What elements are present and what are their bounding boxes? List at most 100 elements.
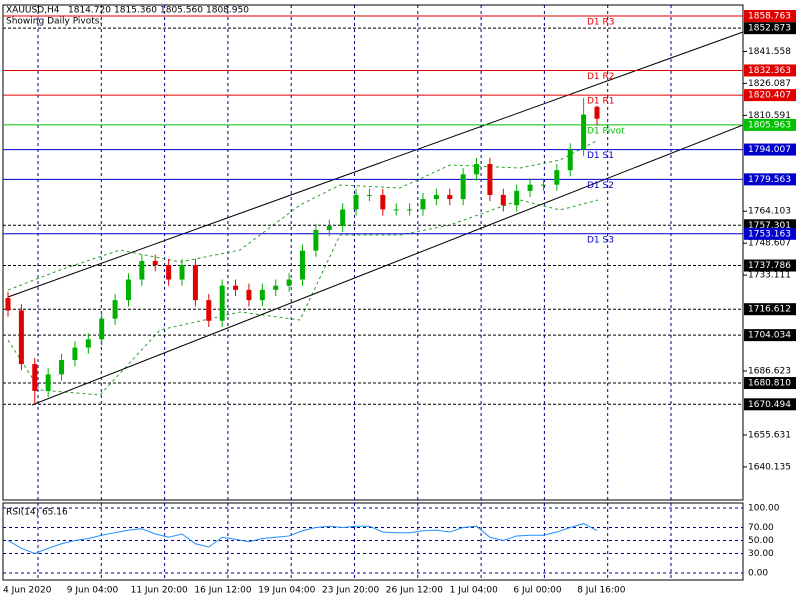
candle-body: [166, 265, 172, 280]
channel-lower: [31, 124, 744, 406]
y-tick-label: 1826.087: [748, 79, 791, 89]
level-box: [744, 377, 796, 390]
rsi-tick-label: 0.00: [748, 568, 768, 578]
rsi-tick-label: 50.00: [748, 536, 774, 546]
pivot-name: D1 Pivot: [587, 126, 625, 136]
candle-body: [447, 194, 453, 200]
pivot-name: D1 S3: [587, 235, 614, 245]
candle-body: [286, 279, 292, 286]
candle-body: [407, 209, 413, 211]
pivot-label: 1794.007: [748, 145, 791, 155]
envelope-lower: [7, 199, 599, 396]
candle-body: [139, 260, 145, 280]
x-tick-label: 9 Jun 04:00: [67, 586, 119, 596]
pivot-label: 1779.563: [748, 175, 791, 185]
x-tick-label: 16 Jun 12:00: [194, 586, 251, 596]
main-pane: [2, 4, 744, 501]
candle-body: [554, 170, 560, 185]
header-value: 1805.560: [160, 6, 203, 16]
y-tick-label: 1655.631: [748, 430, 791, 440]
rsi-label: RSI(14) 65.16: [6, 508, 68, 518]
candle-body: [219, 285, 225, 321]
level-label: 1757.301: [748, 221, 791, 231]
y-tick-label: 1764.103: [748, 207, 791, 217]
candle-body: [32, 364, 38, 391]
rsi-tick-label: 30.00: [748, 549, 774, 559]
y-tick-label: 1748.607: [748, 239, 791, 249]
candle-body: [366, 194, 372, 196]
candle-body: [259, 289, 265, 301]
candle-body: [18, 310, 24, 365]
pivot-name: D1 R2: [587, 72, 615, 82]
candle-body: [393, 209, 399, 211]
x-tick-label: 1 Jul 04:00: [450, 586, 499, 596]
chart-title: XAUUSD,H4: [6, 6, 60, 16]
header-value: 1814.720: [68, 6, 111, 16]
candle-body: [59, 359, 65, 375]
candle-body: [45, 374, 51, 391]
candle-body: [567, 149, 573, 171]
header-value: 1808.950: [206, 6, 249, 16]
pivot-box: [744, 89, 796, 102]
level-box: [744, 398, 796, 411]
header-value: 1815.360: [114, 6, 157, 16]
x-tick-label: 23 Jun 20:00: [322, 586, 379, 596]
level-box: [744, 259, 796, 272]
pivot-box: [744, 227, 796, 240]
candle-body: [152, 260, 158, 266]
x-tick-label: 4 Jun 2020: [3, 586, 52, 596]
candle-body: [514, 190, 520, 206]
rsi-pane: [2, 502, 744, 581]
pivot-label: 1820.407: [748, 91, 791, 101]
candle-body: [5, 298, 11, 311]
candle-body: [326, 225, 332, 231]
candle-body: [112, 300, 118, 319]
level-box: [744, 329, 796, 342]
candle-body: [487, 164, 493, 195]
candle-body: [233, 285, 239, 290]
candle-body: [353, 194, 359, 210]
level-label: 1680.810: [748, 379, 791, 389]
y-tick-label: 1640.135: [748, 462, 791, 472]
level-label: 1737.786: [748, 261, 791, 271]
candle-body: [460, 174, 466, 200]
candle-body: [192, 265, 198, 301]
pivot-box: [744, 173, 796, 186]
subtitle: Showing Daily Pivots.: [6, 17, 102, 27]
level-label: 1704.034: [748, 331, 791, 341]
y-tick-label: 1686.623: [748, 367, 791, 377]
x-tick-label: 6 Jul 00:00: [513, 586, 562, 596]
pivot-name: D1 R3: [587, 18, 615, 28]
candle-body: [125, 279, 131, 301]
level-box: [744, 22, 796, 35]
pivot-label: 1805.963: [748, 120, 791, 130]
pivot-box: [744, 10, 796, 23]
level-label: 1852.873: [748, 24, 791, 34]
candle-body: [206, 300, 212, 321]
pivot-name: D1 R1: [587, 97, 615, 107]
candle-body: [540, 184, 546, 186]
pivot-label: 1832.363: [748, 66, 791, 76]
candle-body: [420, 199, 426, 210]
candle-body: [500, 194, 506, 206]
rsi-tick-label: 100.00: [748, 504, 780, 514]
channel-upper: [7, 31, 744, 298]
rsi-tick-label: 70.00: [748, 523, 774, 533]
pivot-name: D1 S2: [587, 181, 614, 191]
level-label: 1670.494: [748, 400, 791, 410]
candle-body: [340, 209, 346, 226]
envelope-upper: [7, 139, 599, 291]
candle-body: [85, 339, 91, 348]
level-box: [744, 303, 796, 316]
candle-body: [380, 194, 386, 210]
pivot-label: 1858.763: [748, 12, 791, 22]
pivot-box: [744, 143, 796, 156]
candle-body: [474, 164, 480, 175]
candle-body: [594, 106, 600, 119]
pivot-box: [744, 118, 796, 131]
candle-body: [179, 265, 185, 280]
x-tick-label: 8 Jul 16:00: [577, 586, 626, 596]
y-tick-label: 1733.111: [748, 271, 791, 281]
